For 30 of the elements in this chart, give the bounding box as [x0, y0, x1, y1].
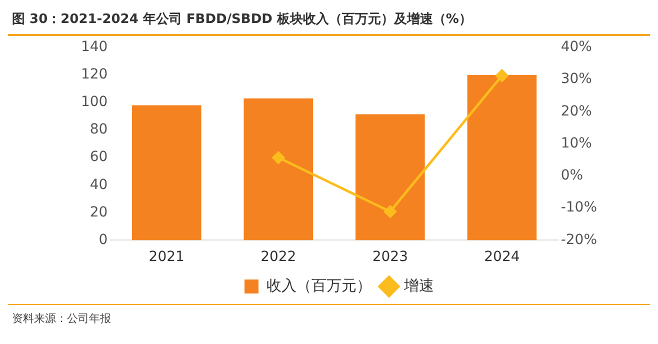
- y2-tick-label: -10%: [560, 200, 598, 216]
- y-tick-label: 120: [80, 66, 108, 83]
- y2-tick-label: 0%: [560, 168, 584, 184]
- point: [272, 151, 285, 164]
- y2-tick-label: 40%: [560, 39, 592, 56]
- y2-tick-label: 20%: [560, 103, 592, 120]
- bar: [467, 74, 537, 240]
- legend-label: 增速: [403, 276, 434, 294]
- bar: [132, 105, 202, 240]
- y-tick-label: 80: [90, 122, 108, 138]
- point: [384, 205, 396, 218]
- bar: [356, 114, 425, 240]
- y-tick-label: 140: [80, 39, 108, 56]
- chart-title: 图 30：2021-2024 年公司 FBDD/SBDD 板块收入（百万元）及增速（%）: [8, 8, 650, 36]
- text: 资料来源：公司年报: [12, 312, 111, 325]
- x-tick-label: 2022: [260, 249, 296, 266]
- y2-tick-label: 30%: [560, 71, 592, 88]
- y2-tick-label: 10%: [560, 135, 592, 152]
- y-tick-label: 100: [80, 94, 108, 110]
- y-tick-label: 20: [90, 204, 108, 220]
- point: [496, 69, 508, 82]
- legend-label: 收入（百万元）: [266, 276, 372, 294]
- bar: [244, 98, 314, 240]
- y-tick-label: 60: [90, 149, 108, 166]
- x-tick-label: 2021: [148, 249, 184, 266]
- y-tick-label: 0: [98, 232, 108, 248]
- y-tick-label: 40: [90, 176, 108, 193]
- x-tick-label: 2023: [372, 249, 408, 266]
- x-tick-label: 2024: [484, 249, 520, 266]
- y2-tick-label: -20%: [560, 232, 598, 248]
